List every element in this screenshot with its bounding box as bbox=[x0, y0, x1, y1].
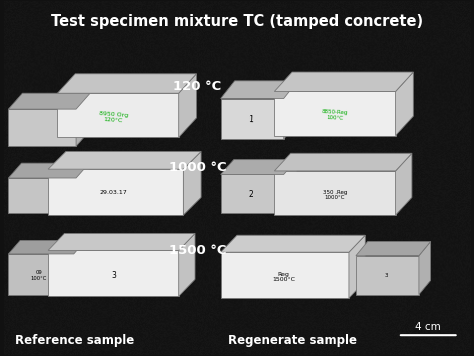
Text: Reference sample: Reference sample bbox=[16, 334, 135, 347]
Polygon shape bbox=[283, 81, 298, 139]
Polygon shape bbox=[9, 93, 90, 109]
Polygon shape bbox=[356, 256, 419, 294]
Polygon shape bbox=[396, 153, 412, 215]
Polygon shape bbox=[396, 72, 413, 136]
Polygon shape bbox=[183, 152, 201, 215]
Text: Reg
1500°C: Reg 1500°C bbox=[272, 272, 295, 282]
Polygon shape bbox=[221, 174, 283, 213]
Polygon shape bbox=[48, 234, 195, 250]
Polygon shape bbox=[274, 153, 412, 171]
Text: 1: 1 bbox=[248, 115, 254, 124]
Polygon shape bbox=[356, 242, 430, 256]
Polygon shape bbox=[221, 81, 298, 99]
Polygon shape bbox=[274, 91, 396, 136]
Text: 3: 3 bbox=[111, 271, 116, 279]
Polygon shape bbox=[48, 152, 201, 169]
Text: 350 .Reg
1000°C: 350 .Reg 1000°C bbox=[323, 189, 347, 200]
Text: 29.03.17: 29.03.17 bbox=[100, 190, 127, 195]
Polygon shape bbox=[76, 163, 89, 213]
Polygon shape bbox=[221, 235, 365, 252]
Polygon shape bbox=[48, 169, 183, 215]
Polygon shape bbox=[57, 74, 196, 93]
Text: 120 °C: 120 °C bbox=[173, 80, 221, 93]
Polygon shape bbox=[221, 252, 349, 298]
Polygon shape bbox=[179, 74, 196, 137]
Polygon shape bbox=[274, 72, 413, 91]
Text: Test specimen mixture TC (tamped concrete): Test specimen mixture TC (tamped concret… bbox=[51, 14, 423, 29]
Text: 1000 °C: 1000 °C bbox=[169, 161, 226, 174]
Polygon shape bbox=[179, 234, 195, 296]
Polygon shape bbox=[48, 250, 179, 296]
Polygon shape bbox=[76, 93, 90, 146]
Text: 3: 3 bbox=[384, 273, 388, 278]
Polygon shape bbox=[74, 241, 85, 294]
Polygon shape bbox=[9, 254, 74, 294]
Polygon shape bbox=[9, 163, 89, 178]
Polygon shape bbox=[349, 235, 365, 298]
Text: Regenerate sample: Regenerate sample bbox=[228, 334, 356, 347]
Polygon shape bbox=[57, 93, 179, 137]
Text: 1500 °C: 1500 °C bbox=[169, 244, 226, 257]
Polygon shape bbox=[419, 242, 430, 294]
Text: 2: 2 bbox=[249, 190, 254, 199]
Polygon shape bbox=[221, 99, 283, 139]
Text: 8950 Org
120°C: 8950 Org 120°C bbox=[99, 111, 128, 124]
Polygon shape bbox=[221, 159, 297, 174]
Text: 4 cm: 4 cm bbox=[415, 322, 441, 332]
Polygon shape bbox=[9, 178, 76, 213]
Polygon shape bbox=[9, 109, 76, 146]
Polygon shape bbox=[283, 159, 297, 213]
Text: 09
100°C: 09 100°C bbox=[30, 270, 47, 281]
Polygon shape bbox=[274, 171, 396, 215]
Polygon shape bbox=[9, 241, 85, 254]
Text: 8850-Reg
100°C: 8850-Reg 100°C bbox=[321, 109, 348, 121]
